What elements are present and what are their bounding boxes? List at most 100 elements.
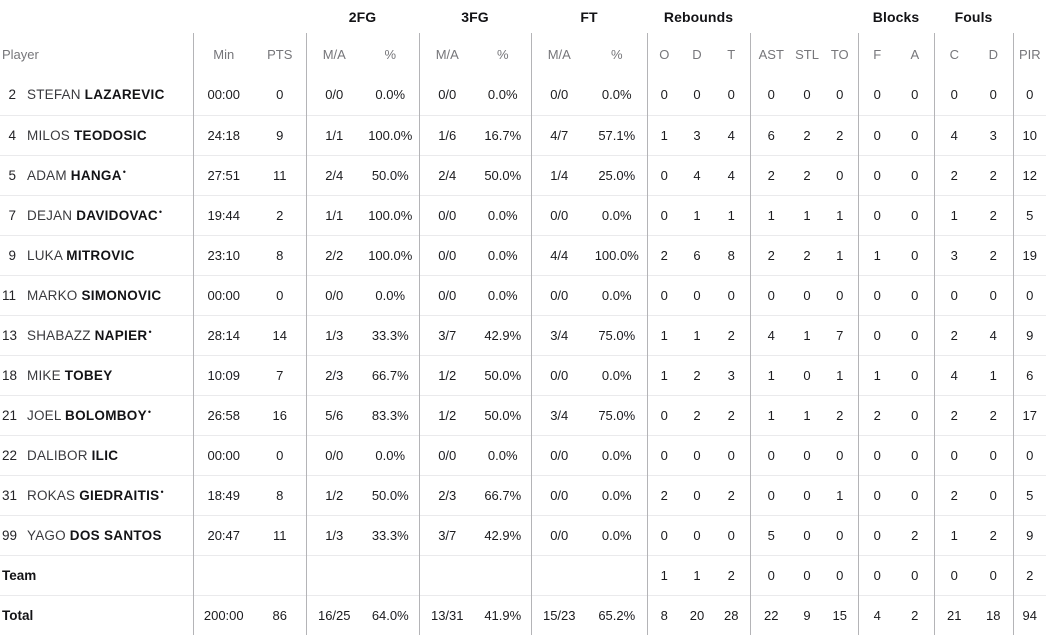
cell-2fg-pct [362,554,419,595]
cell-3fg-pct: 0.0% [475,274,531,315]
cell-2fg-pct: 0.0% [362,434,419,475]
cell-2fg-ma: 16/25 [305,594,362,635]
cell-ft-ma: 3/4 [530,394,587,435]
player-last-name: DOS SANTOS [69,527,162,543]
cell-foul-c: 3 [933,234,975,275]
cell-min: 26:58 [192,394,254,435]
cell-reb-o: 8 [646,594,681,635]
cell-3fg-ma: 0/0 [418,194,475,235]
cell-reb-o: 1 [646,354,681,395]
cell-reb-t: 2 [713,314,751,355]
player-number: 11 [2,287,17,303]
cell-pts: 0 [254,274,306,315]
cell-blk-a: 0 [896,434,935,475]
cell-to: 0 [836,87,844,103]
player-number: 5 [8,167,16,183]
player-first-name: DEJAN [27,207,77,223]
cell-ft-pct: 75.0% [587,314,647,355]
cell-pts: 14 [254,314,306,355]
cell-stl: 0 [792,474,823,515]
cell-foul-c: 4 [933,354,975,395]
cell-ast: 2 [749,234,793,275]
cell-ast: 0 [749,474,793,515]
cell-ast: 1 [749,194,793,235]
cell-blk-f: 1 [857,354,897,395]
player-row: 22 DALIBOR ILIC 00:00 0 0/0 0.0% 0/0 0.0% 0/0 0.0… [0,434,1046,475]
cell-3fg-ma: 2/4 [418,154,475,195]
cell-ft-ma: 4/7 [530,114,587,155]
cell-reb-t: 2 [713,554,751,595]
cell-pir: 94 [1012,594,1046,635]
cell-ft-pct: 0.0% [587,194,647,235]
cell-to: 2 [822,394,859,435]
cell-foul-d: 0 [989,87,997,103]
cell-foul-d: 0 [974,274,1014,315]
cell-foul-c: 4 [933,114,975,155]
cell-reb-o: 2 [646,474,681,515]
cell-to: 7 [822,314,859,355]
cell-blk-a: 0 [896,554,935,595]
cell-blk-f: 4 [857,594,897,635]
cell-ft-pct: 75.0% [587,394,647,435]
cell-pir: 2 [1012,554,1046,595]
cell-reb-t: 1 [713,194,751,235]
cell-reb-t: 3 [713,354,751,395]
cell-blk-f: 0 [857,194,897,235]
cell-reb-d: 2 [681,394,713,435]
cell-reb-d: 0 [693,87,701,103]
cell-3fg-pct: 0.0% [475,434,531,475]
cell-stl: 2 [792,234,823,275]
player-number: 22 [2,447,18,463]
cell-to: 0 [822,554,859,595]
cell-stl: 1 [792,194,823,235]
cell-3fg-pct: 42.9% [475,314,531,355]
cell-min: 27:51 [192,154,254,195]
cell-2fg-pct: 100.0% [362,194,419,235]
cell-pts [254,554,306,595]
group-header-ft: FT [580,8,598,25]
cell-reb-d: 3 [681,114,713,155]
cell-ft-ma: 1/4 [530,154,587,195]
col-header-ft-pct: % [610,46,623,62]
cell-reb-d: 4 [681,154,713,195]
cell-reb-d: 20 [681,594,713,635]
player-last-name: LAZAREVIC [84,87,165,103]
player-cell: 31 ROKAS GIEDRAITIS• [0,474,193,515]
stats-tbody: 2 STEFAN LAZAREVIC 00:00 0 0/0 0.0% 0/0 0.0% 0/0… [0,75,1046,635]
col-header-pir: PIR [1012,33,1046,75]
col-header-min: Min [192,33,254,75]
player-last-name: TOBEY [64,367,113,383]
cell-min: 28:14 [192,314,254,355]
cell-blk-a: 0 [896,474,935,515]
cell-ft-pct: 57.1% [587,114,647,155]
cell-3fg-pct: 0.0% [475,234,531,275]
cell-blk-a: 0 [911,87,919,103]
cell-stl: 1 [792,314,823,355]
player-cell: Team [0,554,193,595]
cell-ast: 1 [749,354,793,395]
cell-pts: 86 [254,594,306,635]
cell-pir: 12 [1012,154,1046,195]
player-row: 11 MARKO SIMONOVIC 00:00 0 0/0 0.0% 0/0 0.0% 0/0… [0,274,1046,315]
col-header-ft-ma: M/A [530,33,587,75]
cell-to: 0 [822,514,859,555]
cell-reb-o: 1 [646,114,681,155]
cell-pts: 8 [254,474,306,515]
group-header-row: 2FG 3FG FT Rebounds Blocks Fouls [0,0,1046,33]
cell-foul-d: 2 [974,154,1014,195]
player-first-name: JOEL [27,407,66,423]
cell-reb-t: 2 [713,474,751,515]
cell-ft-ma: 0/0 [530,514,587,555]
cell-ft-pct: 0.0% [587,354,647,395]
cell-to: 2 [822,114,859,155]
cell-2fg-ma: 1/1 [305,114,362,155]
cell-3fg-ma: 1/2 [418,354,475,395]
cell-foul-d: 2 [974,394,1014,435]
cell-pts: 0 [254,434,306,475]
cell-to: 15 [822,594,859,635]
cell-pts: 0 [276,87,284,103]
player-row: 31 ROKAS GIEDRAITIS• 18:49 8 1/2 50.0% 2/3 66.7… [0,474,1046,515]
cell-reb-d: 0 [681,274,713,315]
col-header-3fg-ma: M/A [418,33,475,75]
group-header-3fg: 3FG [461,8,489,25]
